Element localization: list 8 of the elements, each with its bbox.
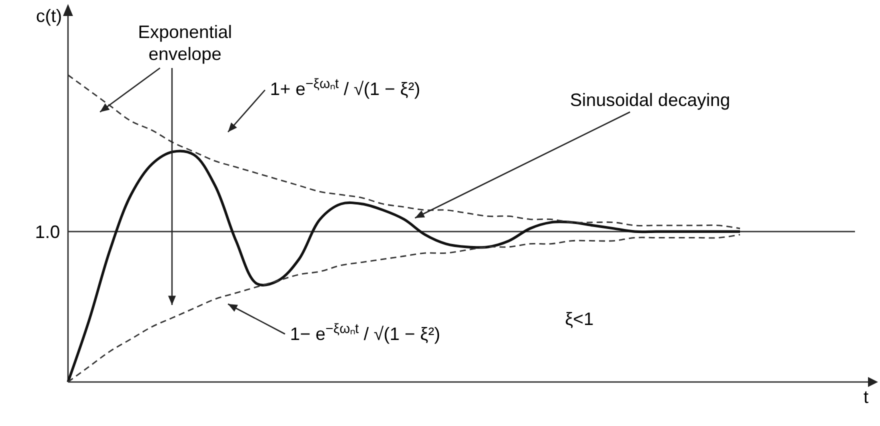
annotation: Sinusoidal decaying [570,90,730,110]
y-axis-title: c(t) [36,6,62,26]
annotation: 1− e$^{−ξωₙt}$ / √(1 − ξ²) [290,320,440,344]
text: Exponential envelope [138,22,232,64]
annotation: 1.0 [34,222,60,242]
annotation: 1+ e$^{−ξωₙt}$ / √(1 − ξ²) [270,76,420,99]
text: t [863,387,869,407]
annotation: ξ<1 [565,309,594,329]
